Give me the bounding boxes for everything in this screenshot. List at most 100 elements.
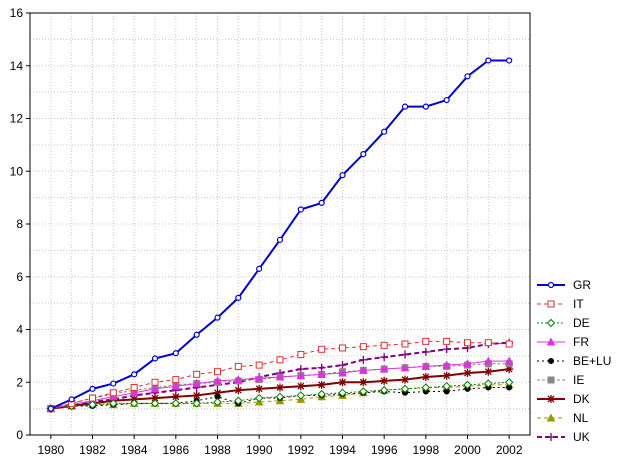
y-tick-label: 0: [16, 428, 23, 442]
data-point: [442, 345, 451, 354]
legend-label: UK: [573, 430, 590, 444]
series-layer: [46, 57, 514, 413]
series-gr: [47, 57, 513, 412]
data-point: [484, 379, 493, 388]
x-tick-label: 1992: [287, 443, 314, 457]
data-point: [89, 385, 96, 392]
data-point: [442, 360, 452, 369]
data-point: [151, 394, 159, 403]
data-point: [546, 337, 556, 346]
x-tick-label: 1982: [79, 443, 106, 457]
x-tick-label: 2000: [454, 443, 481, 457]
y-tick-label: 4: [16, 323, 23, 337]
data-point: [254, 373, 264, 382]
data-point: [442, 371, 451, 380]
y-tick-label: 14: [10, 59, 24, 73]
legend-entry: FR: [537, 335, 589, 349]
data-point: [110, 380, 117, 387]
data-point: [89, 394, 96, 402]
data-point: [546, 413, 556, 422]
legend-entry: IT: [537, 297, 584, 311]
data-point: [400, 384, 410, 394]
legend-label: GR: [573, 278, 591, 292]
data-point: [546, 318, 556, 328]
y-tick-label: 10: [10, 164, 24, 178]
data-point: [360, 151, 367, 158]
data-point: [401, 340, 409, 348]
data-point: [484, 367, 493, 376]
axes: 0 2 4 6 8 10 12 14 16 1980 1982 1984 1986 1988 1990 199…: [10, 6, 531, 457]
data-point: [296, 371, 306, 380]
data-point: [276, 383, 284, 392]
data-point: [421, 372, 430, 381]
data-point: [193, 370, 201, 378]
data-point: [421, 383, 431, 392]
data-point: [380, 341, 388, 349]
legend: GR IT DE FR BE+LU IE DK NL UK: [537, 278, 611, 444]
legend-entry: IE: [537, 373, 584, 387]
data-point: [171, 392, 180, 401]
data-point: [547, 300, 555, 308]
x-tick-label: 1998: [412, 443, 439, 457]
x-tick-label: 1984: [121, 443, 148, 457]
data-point: [422, 337, 430, 345]
y-tick-label: 8: [16, 217, 23, 231]
data-point: [193, 331, 200, 338]
data-point: [275, 392, 285, 401]
legend-label: DK: [573, 392, 590, 406]
data-point: [379, 364, 389, 373]
legend-label: DE: [573, 316, 590, 330]
data-point: [463, 380, 472, 390]
data-point: [256, 265, 263, 272]
data-point: [255, 384, 264, 393]
data-point: [151, 355, 159, 362]
series-de: [46, 378, 514, 413]
data-point: [484, 339, 492, 347]
data-point: [233, 375, 243, 384]
y-tick-label: 2: [16, 375, 23, 389]
data-point: [213, 397, 222, 407]
data-point: [297, 351, 305, 359]
data-point: [318, 199, 325, 206]
data-point: [380, 353, 389, 362]
data-point: [358, 365, 368, 374]
x-tick-label: 1986: [162, 443, 189, 457]
legend-entry: BE+LU: [537, 354, 611, 368]
data-point: [359, 387, 368, 396]
data-point: [548, 358, 554, 364]
data-point: [505, 340, 513, 348]
data-point: [400, 363, 410, 372]
data-point: [359, 355, 368, 364]
data-point: [109, 389, 117, 397]
legend-label: IE: [573, 373, 584, 387]
data-point: [317, 389, 326, 399]
legend-entry: GR: [537, 278, 591, 292]
data-point: [464, 73, 471, 80]
x-tick-label: 2002: [496, 443, 523, 457]
data-point: [338, 378, 347, 387]
y-tick-label: 16: [10, 6, 24, 20]
data-point: [338, 368, 347, 377]
data-point: [131, 371, 138, 378]
data-point: [130, 384, 138, 392]
data-point: [276, 236, 284, 243]
data-point: [442, 381, 451, 391]
data-point: [297, 206, 304, 213]
data-point: [47, 405, 54, 412]
data-point: [214, 314, 221, 321]
data-point: [547, 433, 555, 441]
x-tick-label: 1990: [246, 443, 273, 457]
data-point: [485, 57, 492, 64]
data-point: [379, 385, 389, 395]
x-tick-label: 1988: [204, 443, 231, 457]
data-point: [421, 361, 431, 370]
data-point: [255, 361, 263, 369]
data-point: [192, 379, 202, 388]
data-point: [317, 380, 326, 389]
data-point: [171, 381, 181, 390]
data-point: [235, 294, 242, 301]
data-point: [422, 103, 429, 110]
legend-entry: DK: [537, 392, 590, 406]
data-point: [547, 376, 555, 384]
